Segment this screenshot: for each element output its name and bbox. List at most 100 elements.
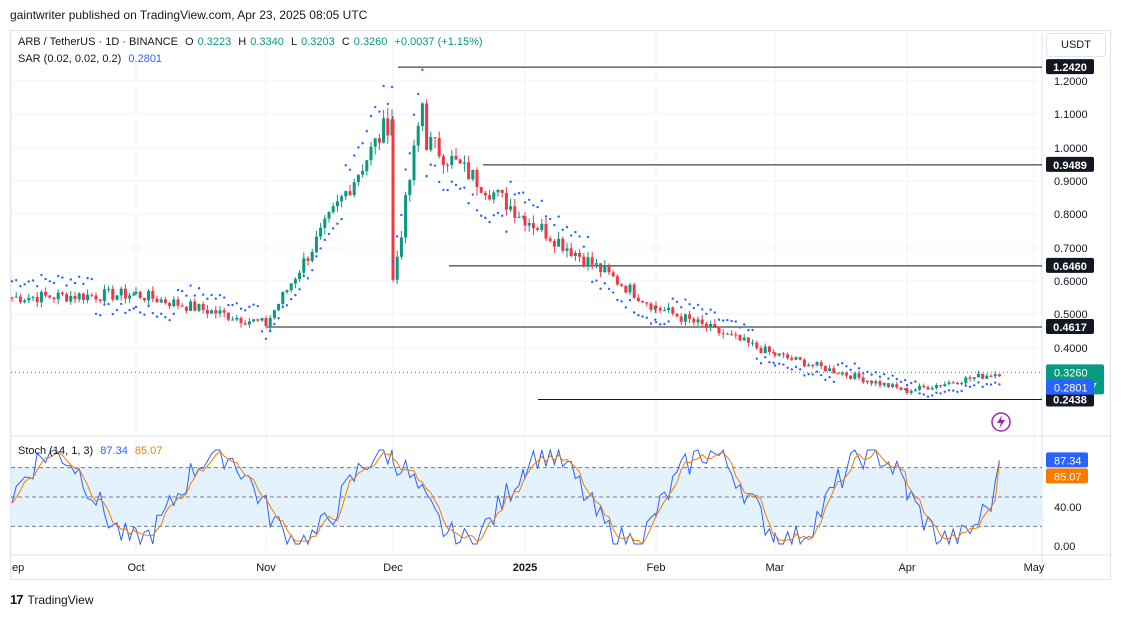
- sar-dot: [671, 297, 674, 300]
- stoch-k-line: [11, 448, 1000, 546]
- sar-dot: [536, 205, 539, 209]
- candle-body: [688, 314, 692, 319]
- sar-dot: [433, 164, 437, 167]
- candle-body: [176, 299, 180, 306]
- sar-dot: [684, 298, 687, 301]
- candle-body: [981, 373, 985, 379]
- candle-body: [823, 366, 827, 372]
- sar-dot: [197, 287, 201, 290]
- sar-dot: [939, 392, 942, 395]
- candle-body: [611, 272, 615, 277]
- stochastic-pane: 40.00 0.00 87.34 85.07: [11, 448, 1088, 553]
- sar-dot: [654, 318, 657, 321]
- sar-dot: [501, 214, 504, 217]
- sar-dot: [475, 209, 479, 212]
- low-label: L: [290, 36, 298, 48]
- candle-body: [645, 302, 649, 304]
- sar-dot: [155, 315, 159, 318]
- candle-body: [327, 212, 331, 219]
- candle-body: [513, 206, 517, 218]
- sar-dot: [616, 298, 619, 302]
- level-tag: [1046, 391, 1094, 407]
- sar-dot: [828, 375, 831, 379]
- sar-dot: [764, 355, 767, 359]
- sar-value: 0.2801: [128, 53, 163, 65]
- candle-body: [293, 279, 297, 284]
- candle-body: [798, 357, 802, 360]
- candle-body: [132, 293, 136, 296]
- sar-dot: [528, 198, 531, 201]
- candle-body: [819, 362, 823, 367]
- sar-dot: [315, 255, 318, 258]
- sar-dot: [496, 211, 500, 215]
- sar-dot: [595, 279, 598, 282]
- candle-body: [573, 252, 577, 256]
- candle-body: [344, 191, 348, 197]
- sar-dot: [960, 389, 963, 393]
- sar-dot: [675, 300, 679, 304]
- level-tag: [1046, 59, 1094, 75]
- sar-dot: [151, 311, 154, 315]
- sar-dot: [747, 328, 750, 332]
- candle-body: [836, 373, 840, 375]
- sar-dot: [256, 304, 259, 308]
- sar-dot: [193, 294, 196, 297]
- sar-dot: [425, 174, 428, 178]
- sar-dot: [586, 235, 590, 239]
- currency-button[interactable]: USDT: [1046, 33, 1106, 57]
- candle-body: [692, 318, 696, 323]
- sar-dot: [981, 385, 984, 389]
- candles: [10, 99, 1001, 395]
- candle-body: [496, 189, 500, 193]
- sar-dot: [910, 381, 913, 385]
- sar-dot: [27, 280, 30, 283]
- sar-dot: [111, 312, 115, 316]
- close-label: C: [341, 36, 350, 48]
- candle-body: [226, 312, 230, 320]
- sar-dot: [214, 297, 217, 300]
- candle-body: [479, 187, 483, 193]
- lightning-icon: [991, 412, 1011, 432]
- candle-body: [268, 317, 272, 327]
- price-tick-label: 1.2000: [1054, 76, 1088, 88]
- candle-body: [964, 377, 968, 384]
- sar-dot: [223, 296, 226, 299]
- sar-dot: [311, 268, 314, 272]
- candle-body: [264, 318, 268, 327]
- footer-brand[interactable]: 17 TradingView: [10, 592, 94, 607]
- open-label: O: [185, 36, 194, 48]
- stoch-k-tag: [1046, 452, 1088, 468]
- candle-body: [696, 319, 700, 323]
- candle-body: [462, 162, 466, 164]
- sar-dot: [78, 275, 81, 279]
- candle-body: [168, 303, 172, 307]
- level-tag: [1046, 156, 1094, 172]
- time-tick-label: Oct: [127, 562, 144, 574]
- candle-body: [492, 192, 496, 200]
- sar-dot: [450, 180, 453, 183]
- sar-dot: [391, 260, 395, 264]
- candle-body: [31, 296, 35, 298]
- candle-body: [620, 284, 624, 286]
- sar-dot: [713, 311, 716, 314]
- candle-body: [416, 126, 420, 146]
- sar-dot: [69, 278, 73, 281]
- candle-body: [773, 352, 777, 356]
- candle-body: [73, 295, 77, 300]
- level-tag-label: 0.9489: [1053, 160, 1087, 172]
- candle-body: [531, 223, 535, 229]
- sar-dot: [883, 373, 886, 376]
- candle-body: [412, 145, 416, 181]
- level-tag-label: 0.2438: [1053, 395, 1087, 407]
- price-tick-label: 0.7000: [1054, 243, 1088, 255]
- sar-dot: [164, 316, 167, 319]
- sar-dot: [382, 84, 385, 88]
- price-tick-label: 1.0000: [1054, 143, 1088, 155]
- candle-body: [256, 319, 260, 321]
- sar-tag: [1046, 379, 1094, 395]
- sar-dot: [57, 274, 60, 278]
- candle-body: [184, 306, 188, 311]
- candle-body: [386, 118, 390, 136]
- candle-body: [335, 201, 339, 207]
